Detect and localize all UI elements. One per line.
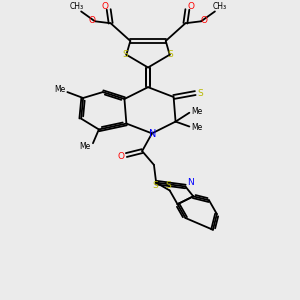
Text: N: N bbox=[149, 129, 157, 140]
Text: CH₃: CH₃ bbox=[69, 2, 83, 11]
Text: Me: Me bbox=[192, 123, 203, 132]
Text: Me: Me bbox=[80, 142, 91, 151]
Text: O: O bbox=[118, 152, 125, 160]
Text: O: O bbox=[201, 16, 208, 25]
Text: Me: Me bbox=[54, 85, 65, 94]
Text: Me: Me bbox=[192, 107, 203, 116]
Text: S: S bbox=[168, 50, 173, 59]
Text: S: S bbox=[152, 181, 158, 190]
Text: S: S bbox=[197, 88, 203, 98]
Text: S: S bbox=[122, 50, 128, 59]
Text: S: S bbox=[166, 181, 172, 190]
Text: O: O bbox=[88, 16, 95, 25]
Text: O: O bbox=[188, 2, 195, 11]
Text: CH₃: CH₃ bbox=[213, 2, 227, 11]
Text: O: O bbox=[101, 2, 108, 11]
Text: N: N bbox=[187, 178, 194, 187]
